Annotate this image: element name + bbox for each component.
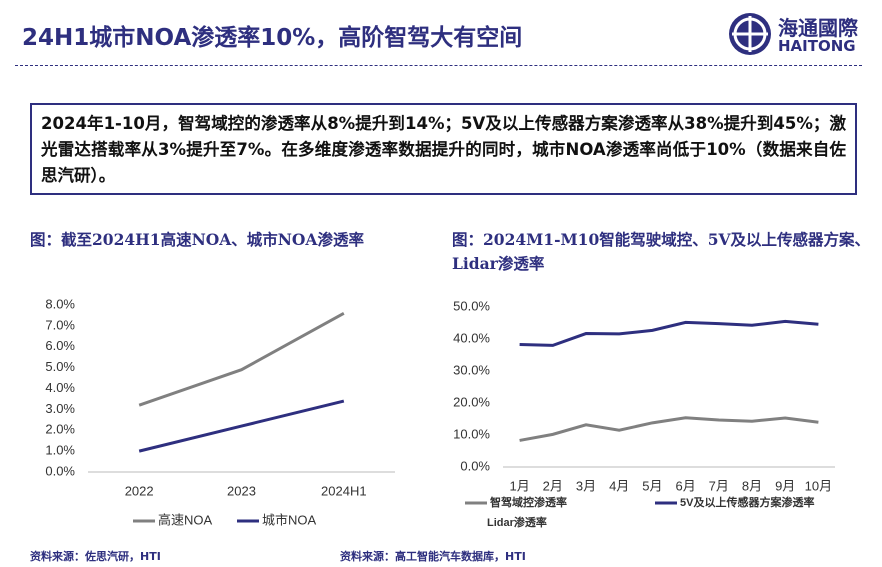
x-tick-label: 10月 — [805, 478, 832, 493]
logo-cn: 海通國際 — [778, 16, 858, 40]
y-tick-label: 2.0% — [45, 422, 75, 437]
x-tick-label: 2024H1 — [321, 483, 367, 498]
source: 资料来源：佐思汽研，HTI — [30, 550, 161, 563]
y-tick-label: 0.0% — [460, 458, 490, 473]
y-tick-label: 40.0% — [453, 330, 490, 345]
legend-label: 城市NOA — [262, 512, 317, 527]
x-tick-label: 2022 — [125, 483, 154, 498]
y-tick-label: 4.0% — [45, 380, 75, 395]
slide-title: 24H1城市NOA渗透率10%，高阶智驾大有空间 — [22, 25, 523, 51]
legend-label: Lidar渗透率 — [487, 515, 547, 529]
chart-title: 图：截至2024H1高速NOA、城市NOA渗透率 — [30, 230, 364, 249]
y-tick-label: 10.0% — [453, 426, 490, 441]
legend-label: 高速NOA — [158, 512, 213, 527]
source: 资料来源：高工智能汽车数据库，HTI — [340, 550, 526, 563]
y-tick-label: 3.0% — [45, 401, 75, 416]
x-tick-label: 2月 — [543, 478, 563, 493]
series-line — [519, 319, 819, 347]
y-tick-label: 1.0% — [45, 443, 75, 458]
series-line — [519, 416, 819, 442]
summary-box: 2024年1-10月，智驾域控的渗透率从8%提升到14%；5V及以上传感器方案渗… — [30, 103, 857, 195]
y-tick-label: 0.0% — [45, 463, 75, 478]
header-rule — [15, 65, 862, 66]
y-tick-label: 7.0% — [45, 317, 75, 332]
y-tick-label: 6.0% — [45, 338, 75, 353]
x-tick-label: 4月 — [609, 478, 629, 493]
series-line — [138, 399, 345, 453]
y-tick-label: 8.0% — [45, 296, 75, 311]
x-tick-label: 6月 — [675, 478, 695, 493]
logo: 海通國際 HAITONG — [726, 10, 866, 58]
legend-label: 5V及以上传感器方案渗透率 — [680, 495, 814, 509]
chart-title: 图：2024M1-M10智能驾驶域控、5V及以上传感器方案、Lidar渗透率 — [452, 230, 871, 273]
series-line — [138, 312, 345, 407]
y-tick-label: 5.0% — [45, 359, 75, 374]
x-tick-label: 8月 — [742, 478, 762, 493]
x-tick-label: 5月 — [642, 478, 662, 493]
x-tick-label: 3月 — [576, 478, 596, 493]
x-tick-label: 7月 — [709, 478, 729, 493]
y-tick-label: 20.0% — [453, 394, 490, 409]
y-tick-label: 30.0% — [453, 362, 490, 377]
x-tick-label: 9月 — [775, 478, 795, 493]
x-tick-label: 1月 — [509, 478, 529, 493]
legend-label: 智驾域控渗透率 — [490, 495, 567, 509]
y-tick-label: 50.0% — [453, 298, 490, 313]
x-tick-label: 2023 — [227, 483, 256, 498]
logo-icon — [729, 13, 771, 55]
logo-en: HAITONG — [778, 37, 856, 55]
